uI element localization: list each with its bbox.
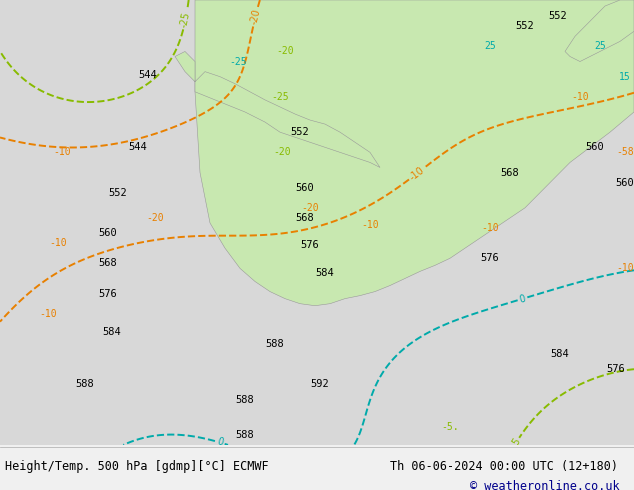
Text: -20: -20: [273, 147, 291, 157]
Text: 552: 552: [108, 188, 127, 197]
Text: 552: 552: [548, 11, 567, 21]
Text: 576: 576: [301, 240, 320, 250]
Text: 588: 588: [75, 379, 94, 390]
Text: 592: 592: [311, 379, 330, 390]
Text: 25: 25: [594, 42, 606, 51]
Text: -10: -10: [361, 220, 378, 230]
Text: 576: 576: [607, 364, 625, 374]
Text: 552: 552: [290, 127, 309, 137]
Text: 568: 568: [99, 258, 117, 269]
Text: -20: -20: [301, 203, 319, 213]
Text: -25: -25: [229, 56, 247, 67]
Text: © weatheronline.co.uk: © weatheronline.co.uk: [470, 480, 619, 490]
Text: -10: -10: [49, 238, 67, 248]
Text: 588: 588: [266, 339, 285, 349]
Polygon shape: [195, 0, 634, 306]
Text: -10: -10: [53, 147, 71, 157]
Text: -10: -10: [616, 263, 634, 273]
Text: -10: -10: [571, 92, 589, 102]
Text: -25: -25: [179, 11, 192, 28]
Text: 568: 568: [501, 168, 519, 177]
Text: -10: -10: [408, 165, 426, 182]
Text: -20: -20: [146, 213, 164, 223]
Text: -25: -25: [271, 92, 289, 102]
Text: -20: -20: [276, 47, 294, 56]
Text: -10: -10: [39, 309, 57, 319]
Text: 544: 544: [139, 70, 157, 80]
Text: 584: 584: [316, 269, 334, 278]
Text: 544: 544: [129, 142, 147, 152]
Text: Th 06-06-2024 00:00 UTC (12+180): Th 06-06-2024 00:00 UTC (12+180): [390, 460, 618, 473]
Text: Height/Temp. 500 hPa [gdmp][°C] ECMWF: Height/Temp. 500 hPa [gdmp][°C] ECMWF: [5, 460, 269, 473]
Text: 584: 584: [103, 327, 121, 337]
Polygon shape: [565, 0, 634, 62]
Text: 568: 568: [295, 213, 314, 223]
Text: -20: -20: [249, 8, 262, 25]
Text: -10: -10: [481, 223, 499, 233]
Polygon shape: [175, 51, 380, 168]
Text: 560: 560: [616, 177, 634, 188]
Text: 15: 15: [619, 72, 631, 82]
Text: 588: 588: [236, 430, 254, 440]
Text: 5: 5: [510, 437, 522, 447]
Text: 588: 588: [236, 394, 254, 405]
Text: 584: 584: [550, 349, 569, 359]
Text: 560: 560: [586, 142, 604, 152]
Text: 560: 560: [99, 228, 117, 238]
Text: 576: 576: [99, 289, 117, 298]
Text: 0: 0: [518, 293, 527, 304]
Text: 576: 576: [481, 253, 500, 263]
Text: 0: 0: [216, 437, 224, 448]
Text: 25: 25: [484, 42, 496, 51]
Text: 552: 552: [515, 21, 534, 31]
Text: -58: -58: [616, 147, 634, 157]
Text: -5.: -5.: [441, 422, 459, 432]
Text: 560: 560: [295, 183, 314, 193]
